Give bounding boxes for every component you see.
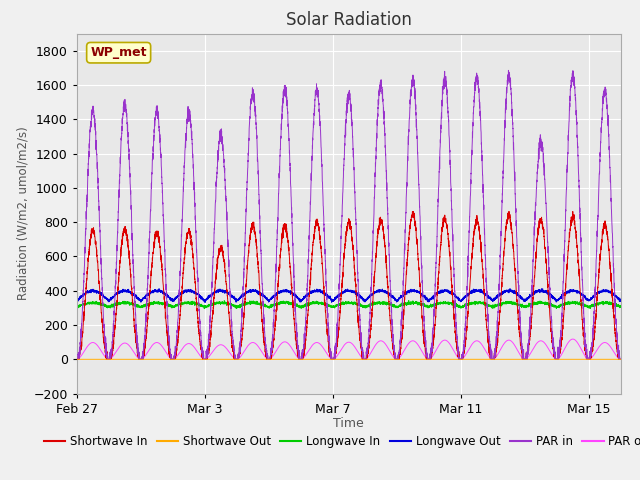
Y-axis label: Radiation (W/m2, umol/m2/s): Radiation (W/m2, umol/m2/s) [16,127,29,300]
Title: Solar Radiation: Solar Radiation [286,11,412,29]
X-axis label: Time: Time [333,417,364,430]
Text: WP_met: WP_met [90,46,147,59]
Legend: Shortwave In, Shortwave Out, Longwave In, Longwave Out, PAR in, PAR out: Shortwave In, Shortwave Out, Longwave In… [39,430,640,453]
